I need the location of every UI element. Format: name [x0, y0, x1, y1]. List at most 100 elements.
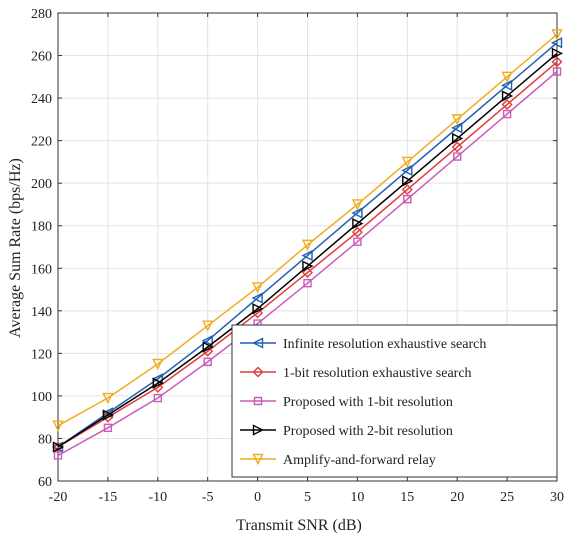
- data-point: [153, 393, 163, 403]
- legend-marker: [252, 453, 264, 466]
- series: [51, 29, 564, 460]
- data-point: [401, 164, 413, 177]
- data-point: [152, 358, 164, 371]
- y-tick-label: 200: [31, 177, 52, 192]
- data-point: [551, 56, 563, 68]
- x-tick-label: -20: [49, 490, 68, 505]
- x-tick-label: 25: [500, 490, 514, 505]
- data-point: [301, 249, 313, 262]
- y-tick-label: 140: [31, 305, 52, 320]
- legend-entry: 1-bit resolution exhaustive search: [240, 366, 472, 381]
- x-tick-label: -5: [202, 490, 214, 505]
- data-point: [451, 114, 463, 126]
- data-point: [102, 392, 114, 405]
- data-point: [52, 441, 65, 453]
- y-tick-label: 180: [31, 220, 52, 235]
- legend-box: [231, 324, 558, 478]
- data-point: [302, 260, 314, 272]
- y-tick-label: 260: [31, 50, 52, 65]
- legend-marker: [252, 366, 264, 378]
- y-tick-label: 100: [31, 390, 52, 405]
- y-tick-label: 280: [31, 7, 52, 22]
- data-point: [501, 98, 513, 110]
- legend-marker: [253, 396, 263, 406]
- data-point: [303, 278, 312, 288]
- y-tick-label: 80: [38, 432, 52, 447]
- series-line: [57, 70, 558, 457]
- y-axis-label: Average Sum Rate (bps/Hz): [7, 158, 24, 338]
- y-tick-label: 240: [31, 92, 52, 107]
- y-tick-label: 160: [31, 262, 52, 277]
- data-point: [351, 207, 363, 219]
- series-line: [57, 42, 558, 448]
- legend-label: Infinite resolution exhaustive search: [283, 337, 486, 352]
- series-4: [52, 29, 563, 432]
- legend-label: 1-bit resolution exhaustive search: [283, 366, 472, 381]
- x-axis-ticks: -20 -15 -10 -5 0 5 10 15 20 25 30: [49, 13, 564, 505]
- data-point: [501, 71, 513, 83]
- x-tick-label: 30: [550, 490, 564, 505]
- data-point: [453, 152, 462, 161]
- x-tick-label: 15: [400, 490, 414, 505]
- data-point: [401, 184, 413, 196]
- data-point: [403, 194, 412, 204]
- data-point: [401, 156, 413, 168]
- data-point: [501, 90, 514, 102]
- data-point: [103, 423, 113, 433]
- x-tick-label: 20: [450, 490, 464, 505]
- data-point: [52, 420, 64, 432]
- data-point: [53, 451, 63, 460]
- data-point: [251, 292, 263, 304]
- legend-label: Amplify-and-forward relay: [283, 453, 436, 468]
- data-point: [351, 199, 364, 211]
- series-line: [57, 33, 558, 427]
- y-axis-ticks: 60 80 100 120 140 160 180 200 220 240 260 280: [31, 7, 557, 490]
- data-point: [102, 409, 114, 421]
- series-line: [57, 61, 558, 448]
- data-point: [402, 175, 414, 187]
- data-point: [451, 141, 463, 153]
- legend-entry: Amplify-and-forward relay: [240, 453, 436, 468]
- data-point: [152, 377, 164, 389]
- x-tick-label: 10: [350, 490, 364, 505]
- data-point: [452, 132, 464, 145]
- data-point: [502, 109, 512, 119]
- series-3: [52, 47, 564, 453]
- data-point: [351, 226, 363, 238]
- x-tick-label: 0: [254, 490, 261, 505]
- legend-marker: [251, 337, 264, 349]
- legend-entry: Proposed with 2-bit resolution: [240, 424, 453, 439]
- data-point: [550, 37, 563, 49]
- data-point: [552, 67, 562, 76]
- x-tick-label: -10: [148, 490, 167, 505]
- y-tick-label: 220: [31, 135, 52, 150]
- legend: Infinite resolution exhaustive search 1-b…: [231, 324, 558, 478]
- x-tick-label: 5: [304, 490, 311, 505]
- data-point: [252, 303, 264, 315]
- data-point: [551, 29, 563, 41]
- data-point: [202, 320, 214, 332]
- legend-label: Proposed with 2-bit resolution: [283, 424, 453, 439]
- data-point: [203, 357, 212, 367]
- y-tick-label: 120: [31, 347, 52, 362]
- legend-marker: [252, 424, 265, 436]
- data-point: [201, 334, 213, 347]
- legend-label: Proposed with 1-bit resolution: [283, 395, 453, 410]
- data-point: [501, 79, 513, 91]
- series-line: [57, 52, 558, 448]
- data-point: [302, 267, 313, 279]
- data-point: [301, 239, 314, 251]
- legend-entry: Proposed with 1-bit resolution: [240, 395, 453, 410]
- x-axis-label: Transmit SNR (dB): [236, 517, 362, 534]
- legend-entry: Infinite resolution exhaustive search: [240, 337, 486, 352]
- data-point: [202, 341, 214, 353]
- data-point: [451, 122, 463, 134]
- data-point: [251, 282, 264, 294]
- data-point: [551, 47, 564, 60]
- x-tick-label: -15: [99, 490, 118, 505]
- y-tick-label: 60: [38, 475, 52, 490]
- data-point: [353, 237, 362, 246]
- series-2: [53, 67, 562, 460]
- data-point: [352, 217, 364, 230]
